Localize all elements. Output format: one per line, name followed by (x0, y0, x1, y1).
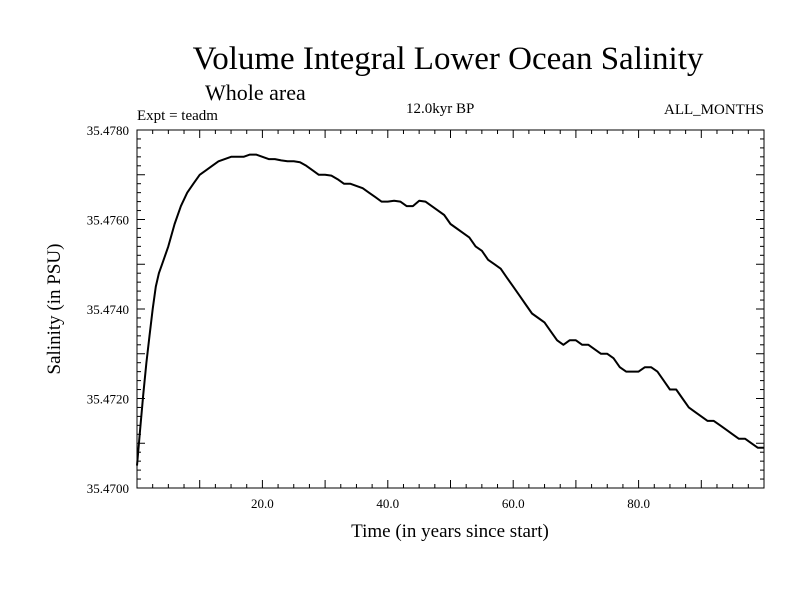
y-axis-ticks (137, 138, 764, 480)
x-tick-label: 80.0 (627, 496, 650, 511)
x-tick-label: 20.0 (251, 496, 274, 511)
x-tick-label: 40.0 (376, 496, 399, 511)
y-tick-label: 35.4760 (87, 213, 129, 228)
y-tick-label: 35.4700 (87, 481, 129, 496)
x-axis-ticks (152, 130, 749, 488)
y-tick-label: 35.4780 (87, 123, 129, 138)
x-axis-label: Time (in years since start) (351, 521, 549, 542)
y-tick-label: 35.4720 (87, 392, 129, 407)
experiment-label: Expt = teadm (137, 108, 218, 124)
chart-title: Volume Integral Lower Ocean Salinity (193, 41, 704, 77)
y-axis-label: Salinity (in PSU) (44, 244, 65, 375)
x-tick-label: 60.0 (502, 496, 525, 511)
x-axis-tick-labels: 20.0 40.0 60.0 80.0 (251, 496, 650, 511)
plot-frame (136, 129, 765, 489)
chart-subtitle: Whole area (205, 80, 306, 105)
salinity-series-line (136, 153, 764, 466)
period-label: 12.0kyr BP (406, 101, 474, 117)
y-axis-tick-labels: 35.4700 35.4720 35.4740 35.4760 35.4780 (87, 123, 129, 496)
months-label: ALL_MONTHS (664, 102, 764, 118)
y-tick-label: 35.4740 (87, 302, 129, 317)
